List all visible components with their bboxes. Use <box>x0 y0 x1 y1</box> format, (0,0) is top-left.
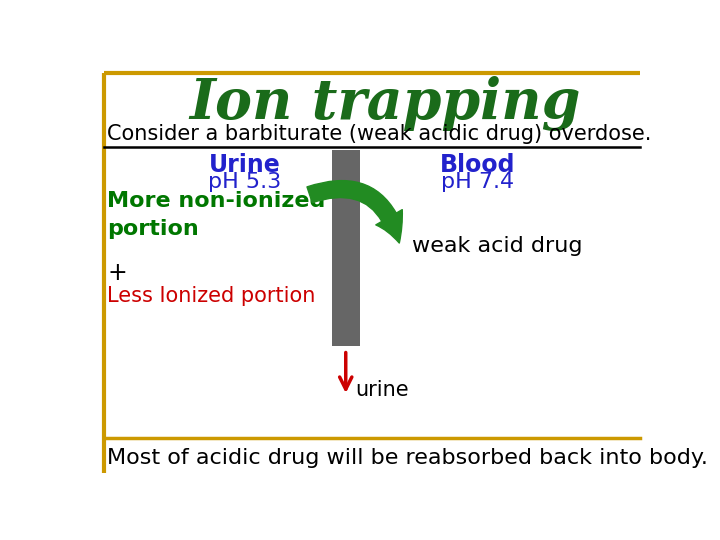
Text: More non-ionized
portion: More non-ionized portion <box>107 191 325 239</box>
Text: Most of acidic drug will be reabsorbed back into body.: Most of acidic drug will be reabsorbed b… <box>107 448 708 468</box>
Text: Urine: Urine <box>209 153 281 177</box>
Text: Ion trapping: Ion trapping <box>189 76 580 131</box>
FancyArrowPatch shape <box>307 180 402 243</box>
Text: Less Ionized portion: Less Ionized portion <box>107 286 315 306</box>
Text: Blood: Blood <box>440 153 516 177</box>
Text: urine: urine <box>355 380 409 400</box>
Text: Consider a barbiturate (weak acidic drug) overdose.: Consider a barbiturate (weak acidic drug… <box>107 124 652 144</box>
Text: pH 7.4: pH 7.4 <box>441 172 514 192</box>
Bar <box>332 150 360 346</box>
Text: pH 5.3: pH 5.3 <box>208 172 282 192</box>
Text: +: + <box>107 261 127 285</box>
Text: weak acid drug: weak acid drug <box>412 236 582 256</box>
